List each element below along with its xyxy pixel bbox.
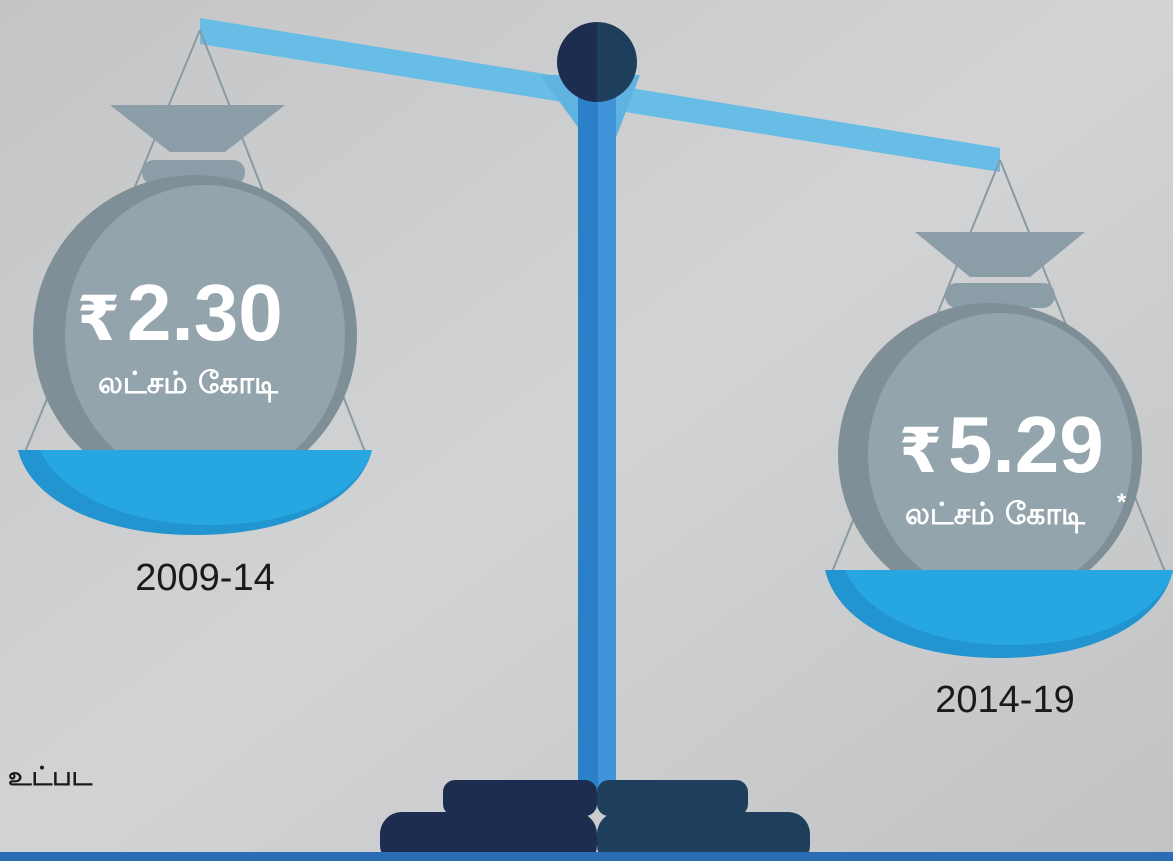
period: 2014-19 — [935, 679, 1074, 721]
bag — [868, 313, 1132, 597]
knob — [597, 22, 637, 102]
bag-neck — [110, 105, 285, 152]
amount: 2.30 — [127, 268, 283, 357]
amount: 5.29 — [948, 400, 1104, 489]
footnote: உட்பட — [8, 762, 93, 792]
period: 2009-14 — [135, 557, 274, 599]
bottom-strip — [0, 852, 1173, 861]
unit: லட்சம் கோடி — [98, 366, 279, 403]
base — [597, 780, 748, 816]
base — [443, 780, 597, 816]
pillar — [578, 80, 598, 790]
bag-band — [945, 283, 1055, 308]
base — [380, 812, 597, 861]
pillar — [598, 80, 616, 790]
currency: ₹ — [899, 417, 942, 486]
pan — [40, 450, 372, 525]
pan — [845, 570, 1173, 645]
base — [597, 812, 810, 861]
note-mark: * — [1117, 489, 1127, 516]
bag-neck — [915, 232, 1085, 277]
bag — [65, 185, 345, 485]
currency: ₹ — [77, 285, 120, 354]
unit: லட்சம் கோடி — [905, 497, 1086, 534]
knob — [557, 22, 597, 102]
